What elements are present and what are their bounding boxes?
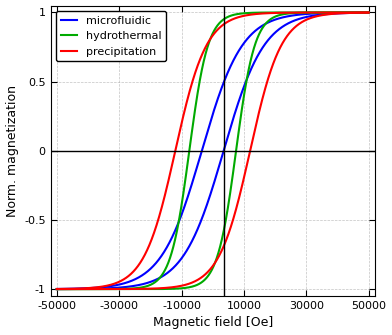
Legend: microfluidic, hydrothermal, precipitation: microfluidic, hydrothermal, precipitatio… [56, 11, 166, 61]
X-axis label: Magnetic field [Oe]: Magnetic field [Oe] [152, 317, 273, 329]
Y-axis label: Norm. magnetization: Norm. magnetization [5, 85, 18, 217]
